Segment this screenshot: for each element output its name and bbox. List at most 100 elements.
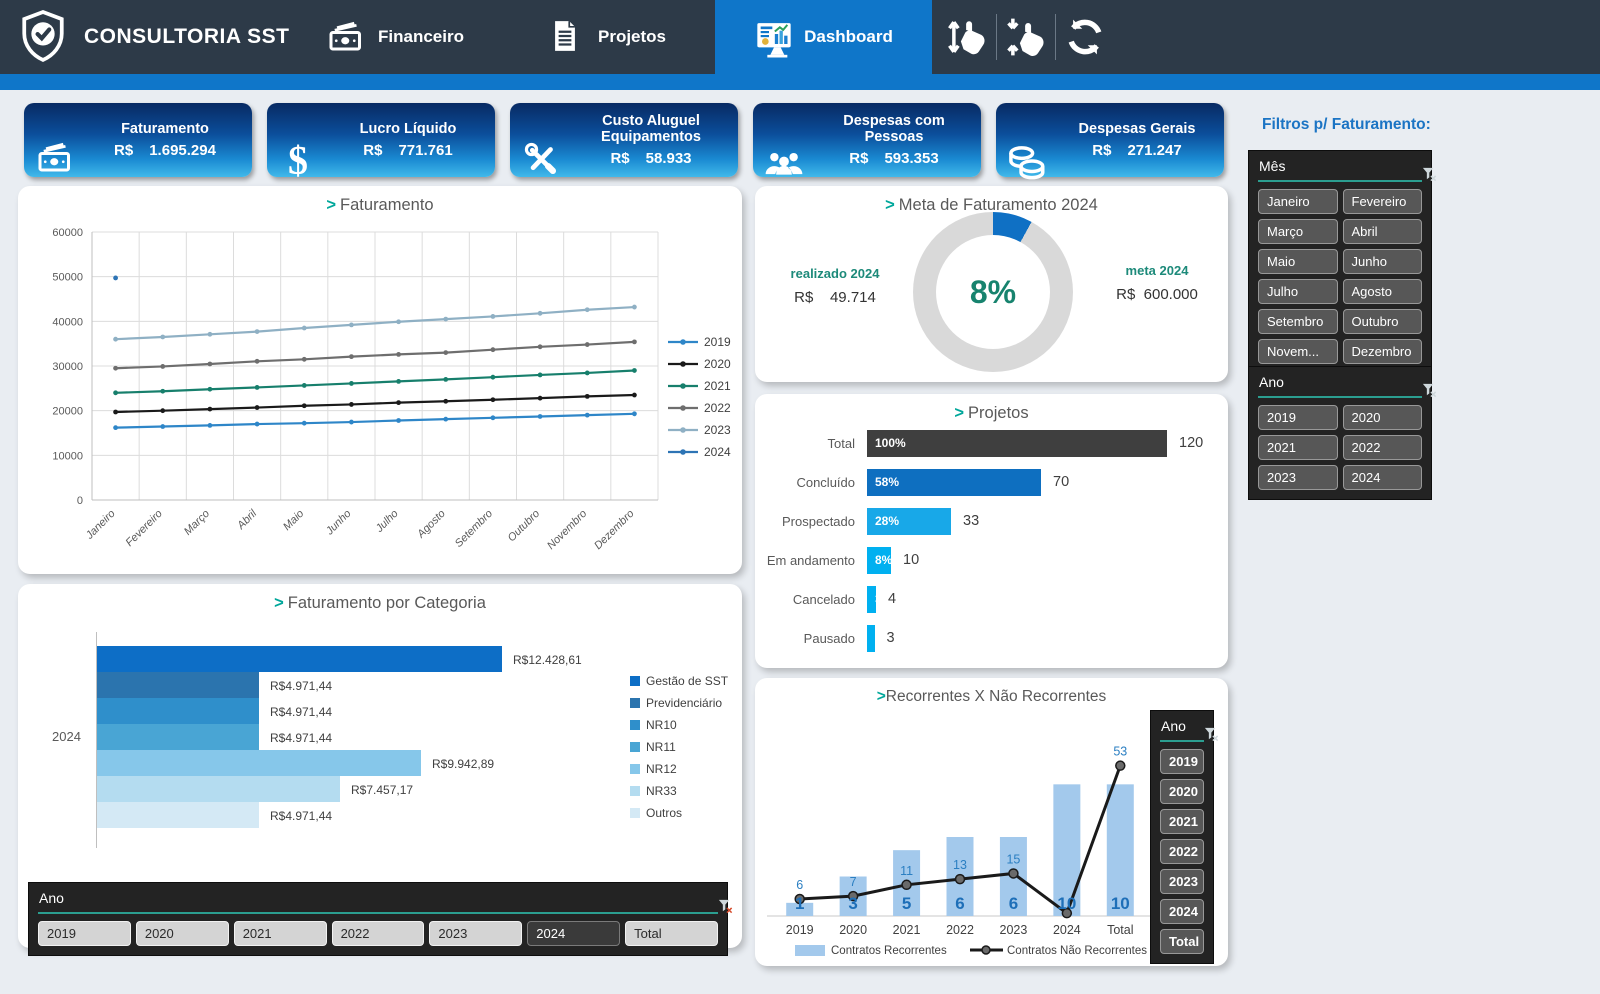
slicer-button-2021[interactable]: 2021	[233, 921, 327, 946]
svg-text:2020: 2020	[839, 923, 867, 937]
slicer-button-junho[interactable]: Junho	[1342, 249, 1422, 274]
legend-swatch	[630, 676, 640, 686]
svg-text:1: 1	[795, 894, 804, 913]
slicer-button-maro[interactable]: Março	[1258, 219, 1338, 244]
kpi-value: 593.353	[884, 150, 939, 167]
pinch-vertical-icon[interactable]	[997, 13, 1055, 61]
projetos-bar: 8%	[867, 547, 891, 574]
legend-label: NR12	[646, 762, 677, 776]
recorrentes-ano-slicer: Ano 2019 2020 2021 2022 2023 2024 Total	[1150, 710, 1219, 964]
svg-text:Contratos Recorrentes: Contratos Recorrentes	[831, 945, 947, 957]
slicer-button-maio[interactable]: Maio	[1258, 249, 1338, 274]
slicer-button-abril[interactable]: Abril	[1342, 219, 1422, 244]
slicer-button-2021[interactable]: 2021	[1258, 435, 1338, 460]
slicer-button-setembro[interactable]: Setembro	[1258, 309, 1338, 334]
top-nav: CONSULTORIA SST Financeiro Projetos Dash…	[0, 0, 1600, 74]
slicer-button-2020[interactable]: 2020	[1342, 405, 1422, 430]
slicer-button-total[interactable]: Total	[625, 921, 718, 946]
slicer-button-dezembro[interactable]: Dezembro	[1342, 339, 1422, 364]
categoria-bar-value: R$4.971,44	[269, 705, 333, 719]
svg-text:7: 7	[850, 875, 857, 889]
projetos-row-label: Prospectado	[782, 514, 855, 529]
kpi-card-1: Faturamento R$ 1.695.294	[24, 103, 252, 177]
slicer-button-2024[interactable]: 2024	[1342, 465, 1422, 490]
nav-item-projetos[interactable]: Projetos	[532, 0, 682, 74]
slicer-button-2020[interactable]: 2020	[135, 921, 229, 946]
slicer-button-2024[interactable]: 2024	[1160, 899, 1204, 924]
nav-item-dashboard[interactable]: Dashboard	[715, 0, 932, 74]
slicer-button-2023[interactable]: 2023	[429, 921, 523, 946]
kpi-label: Faturamento	[121, 121, 209, 137]
slicer-button-2020[interactable]: 2020	[1160, 779, 1204, 804]
svg-text:Abril: Abril	[234, 507, 259, 532]
realizado-value: R$ 49.714	[794, 289, 876, 306]
projetos-bar-value: 4	[888, 591, 897, 607]
slicer-button-2019[interactable]: 2019	[38, 921, 131, 946]
divider	[1055, 14, 1056, 60]
slicer-button-janeiro[interactable]: Janeiro	[1258, 189, 1338, 214]
categoria-bar-value: R$4.971,44	[269, 679, 333, 693]
legend-label: Previdenciário	[646, 696, 723, 710]
categoria-bar-nr10	[97, 698, 259, 724]
projetos-bars: Total 100% 120 Concluído 58% 70 Prospectado 28%…	[755, 430, 1228, 666]
title-prefix: >	[326, 196, 337, 214]
slicer-button-2023[interactable]: 2023	[1160, 869, 1204, 894]
svg-text:Setembro: Setembro	[453, 508, 495, 550]
slicer-button-fevereiro[interactable]: Fevereiro	[1342, 189, 1422, 214]
projetos-bar-chart-panel: > Projetos Total 100% 120 Concluído 58% 70 Pros…	[755, 394, 1228, 668]
slicer-button-novem[interactable]: Novem...	[1258, 339, 1338, 364]
slicer-button-2024[interactable]: 2024	[527, 921, 621, 946]
kpi-currency: R$	[1092, 142, 1112, 159]
faturamento-line-chart-panel: > Faturamento 60000 50000 40000 30000 20000 10…	[18, 186, 742, 574]
realizado-label: realizado 2024	[790, 266, 880, 281]
categoria-legend-item: Outros	[630, 806, 682, 820]
slicer-button-2019[interactable]: 2019	[1258, 405, 1338, 430]
meta-block: meta 2024 R$ 600.000	[1097, 263, 1217, 303]
kpi-label: Despesas Gerais	[1078, 121, 1196, 137]
legend-swatch	[630, 808, 640, 818]
slicer-button-agosto[interactable]: Agosto	[1342, 279, 1422, 304]
kpi-value: 1.695.294	[149, 142, 216, 159]
categoria-bar-nr12	[97, 750, 421, 776]
slicer-button-2023[interactable]: 2023	[1258, 465, 1338, 490]
svg-text:2022: 2022	[946, 923, 974, 937]
svg-text:6: 6	[1009, 894, 1018, 913]
swipe-vertical-icon[interactable]	[938, 13, 996, 61]
accent-strip	[0, 74, 1600, 90]
slicer-button-julho[interactable]: Julho	[1258, 279, 1338, 304]
realizado-block: realizado 2024 R$ 49.714	[769, 266, 901, 306]
slicer-button-2021[interactable]: 2021	[1160, 809, 1204, 834]
kpi-currency: R$	[114, 142, 134, 159]
projetos-row-label: Em andamento	[766, 553, 855, 568]
svg-text:$: $	[288, 140, 308, 180]
categoria-axis	[96, 632, 97, 848]
categoria-bar-nr33	[97, 776, 340, 802]
banknote-icon	[328, 19, 364, 55]
meta-value: R$ 600.000	[1116, 286, 1198, 303]
categoria-legend-item: NR33	[630, 784, 677, 798]
refresh-icon[interactable]	[1056, 13, 1114, 61]
projetos-row-label: Cancelado	[792, 592, 855, 607]
slicer-title: Mês	[1259, 158, 1286, 174]
slicer-button-2019[interactable]: 2019	[1160, 749, 1204, 774]
slicer-button-2022[interactable]: 2022	[331, 921, 425, 946]
slicer-button-outubro[interactable]: Outubro	[1342, 309, 1422, 334]
svg-text:2024: 2024	[704, 445, 731, 459]
svg-text:2023: 2023	[1000, 923, 1028, 937]
projetos-bar-percent: 3%	[867, 586, 876, 613]
kpi-value: 58.933	[645, 150, 692, 167]
projetos-bar-value: 3	[886, 630, 895, 646]
svg-text:Janeiro: Janeiro	[83, 508, 118, 543]
ano-slicer: Ano 2019 2020 2021 2022 2023 2024	[1248, 366, 1437, 500]
categoria-bar-gestodesst	[97, 646, 502, 672]
slicer-button-total[interactable]: Total	[1160, 929, 1204, 954]
legend-label: Gestão de SST	[646, 674, 729, 688]
slicer-button-2022[interactable]: 2022	[1342, 435, 1422, 460]
brand-title: CONSULTORIA SST	[84, 25, 290, 48]
categoria-bar-previdencirio	[97, 672, 259, 698]
slicer-button-2022[interactable]: 2022	[1160, 839, 1204, 864]
nav-item-financeiro[interactable]: Financeiro	[312, 0, 480, 74]
slicer-title: Ano	[1259, 374, 1284, 390]
svg-text:Outubro: Outubro	[506, 508, 543, 545]
